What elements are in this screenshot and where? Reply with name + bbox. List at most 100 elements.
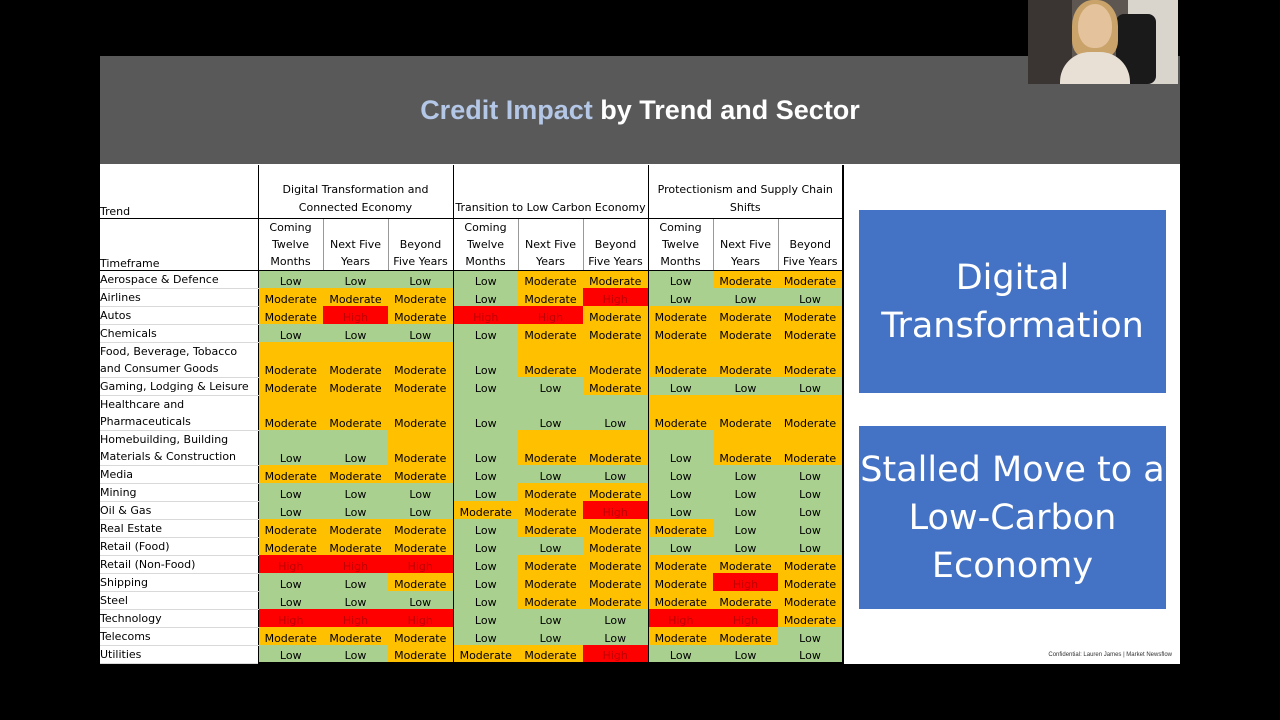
credit-impact-table: Trend Digital Transformation and Connect… [100, 165, 844, 664]
sector-name: Technology [100, 609, 258, 628]
impact-cell: Low [713, 377, 778, 395]
table-row: Utilities Low Low Moderate Moderate Moderate H… [100, 645, 844, 664]
impact-cell: Moderate [647, 519, 713, 537]
impact-cell: Moderate [518, 342, 583, 377]
sector-name: Healthcare and Pharmaceuticals [100, 395, 258, 431]
impact-cell: Moderate [518, 483, 583, 501]
impact-cell: Low [647, 430, 713, 465]
impact-cell: Moderate [583, 342, 648, 377]
timeframe-header: Next Five Years [517, 218, 583, 271]
timeframe-label: Timeframe [100, 218, 258, 271]
impact-cell: Moderate [323, 627, 388, 645]
impact-cell: Moderate [713, 306, 778, 324]
impact-cell: Low [452, 342, 518, 377]
impact-cell: Low [583, 465, 648, 483]
sector-name: Food, Beverage, Tobacco and Consumer Goo… [100, 342, 258, 378]
webcam-overlay [1028, 0, 1178, 84]
impact-cell: Moderate [388, 645, 453, 664]
table-row: Mining Low Low Low Low Moderate Moderate Low Low… [100, 483, 844, 502]
impact-cell: Moderate [713, 591, 778, 609]
table-row: Food, Beverage, Tobacco and Consumer Goo… [100, 342, 844, 378]
impact-cell: Moderate [518, 645, 583, 664]
impact-cell: Low [778, 645, 844, 664]
impact-cell: Low [778, 465, 844, 483]
theme-header-protectionism: Protectionism and Supply Chain Shifts [647, 165, 844, 219]
impact-cell: Moderate [518, 573, 583, 591]
table-row: Technology High High High Low Low Low High High M… [100, 609, 844, 628]
impact-cell: Moderate [583, 324, 648, 342]
impact-cell: Moderate [647, 573, 713, 591]
impact-cell: Moderate [518, 288, 583, 306]
presenter-face [1078, 4, 1112, 48]
impact-cell: Moderate [257, 395, 323, 430]
impact-cell: Moderate [778, 342, 844, 377]
sector-name: Telecoms [100, 627, 258, 646]
impact-cell: Low [257, 430, 323, 465]
impact-cell: Moderate [518, 270, 583, 288]
table-row: Autos Moderate High Moderate High High Moderat… [100, 306, 844, 325]
impact-cell: Moderate [388, 288, 453, 306]
impact-cell: Low [518, 609, 583, 627]
sector-name: Mining [100, 483, 258, 502]
table-row: Retail (Non-Food) High High High Low Moderate… [100, 555, 844, 574]
impact-cell: Low [778, 537, 844, 555]
impact-cell: Moderate [778, 395, 844, 430]
impact-cell: Moderate [452, 501, 518, 519]
impact-cell: High [647, 609, 713, 627]
table-row: Steel Low Low Low Low Moderate Moderate Moderat… [100, 591, 844, 610]
timeframe-header: Next Five Years [712, 218, 778, 271]
impact-cell: Moderate [713, 555, 778, 573]
impact-cell: Low [388, 591, 453, 609]
timeframe-header: Coming Twelve Months [647, 218, 713, 271]
table-row: Oil & Gas Low Low Low Moderate Moderate High Lo… [100, 501, 844, 520]
impact-cell: Low [452, 537, 518, 555]
impact-cell: Low [518, 465, 583, 483]
impact-cell: High [583, 288, 648, 306]
impact-cell: Low [583, 627, 648, 645]
theme-header-low-carbon: Transition to Low Carbon Economy [452, 165, 648, 219]
impact-cell: Moderate [647, 627, 713, 645]
impact-cell: Low [257, 324, 323, 342]
impact-cell: High [518, 306, 583, 324]
footer-text: Confidential: Lauren James | Market News… [1048, 652, 1172, 658]
impact-cell: High [323, 609, 388, 627]
sector-name: Shipping [100, 573, 258, 592]
theme-header-digital: Digital Transformation and Connected Eco… [257, 165, 453, 219]
impact-cell: Low [778, 377, 844, 395]
impact-cell: Low [323, 270, 388, 288]
impact-cell: Moderate [257, 537, 323, 555]
trend-label: Trend [100, 165, 258, 219]
impact-cell: Low [323, 324, 388, 342]
impact-cell: Low [323, 645, 388, 664]
impact-cell: Moderate [388, 342, 453, 377]
callout-digital-transformation: Digital Transformation [859, 210, 1166, 393]
impact-cell: Moderate [323, 288, 388, 306]
impact-cell: Moderate [257, 288, 323, 306]
sector-name: Real Estate [100, 519, 258, 538]
impact-cell: Moderate [583, 591, 648, 609]
impact-cell: Moderate [778, 306, 844, 324]
timeframe-header: Next Five Years [322, 218, 388, 271]
impact-cell: Low [388, 270, 453, 288]
impact-cell: Moderate [778, 324, 844, 342]
impact-cell: Low [452, 324, 518, 342]
impact-cell: Low [452, 555, 518, 573]
impact-cell: Low [323, 430, 388, 465]
title-highlight: Credit Impact [420, 94, 593, 125]
impact-cell: Low [583, 395, 648, 430]
impact-cell: Moderate [647, 555, 713, 573]
impact-cell: Moderate [647, 342, 713, 377]
impact-cell: Low [778, 288, 844, 306]
impact-cell: Low [647, 465, 713, 483]
impact-cell: Moderate [647, 395, 713, 430]
impact-cell: Low [452, 591, 518, 609]
impact-cell: Low [257, 645, 323, 664]
impact-cell: Moderate [778, 430, 844, 465]
impact-cell: Moderate [388, 573, 453, 591]
impact-cell: Low [647, 501, 713, 519]
impact-cell: Moderate [388, 465, 453, 483]
table-row: Aerospace & Defence Low Low Low Low Moderate M… [100, 270, 844, 289]
slide: Credit Impact by Trend and Sector Trend … [100, 56, 1180, 664]
timeframe-header: Coming Twelve Months [452, 218, 518, 271]
timeframe-header: Coming Twelve Months [257, 218, 323, 271]
